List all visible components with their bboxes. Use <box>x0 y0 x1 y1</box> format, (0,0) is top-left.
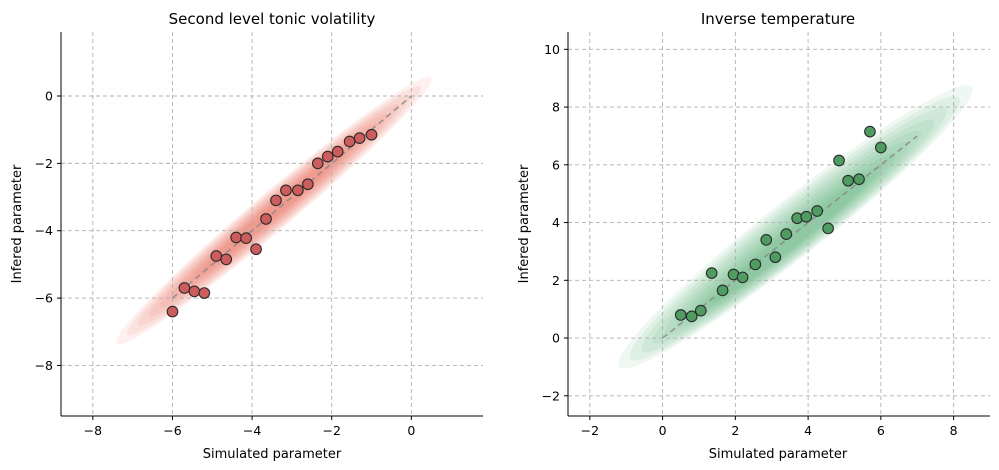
data-point <box>674 309 687 321</box>
data-point <box>166 305 179 318</box>
data-point <box>780 228 793 240</box>
density-contour <box>192 141 356 280</box>
data-point <box>311 157 324 170</box>
data-point <box>343 135 356 148</box>
y-tick-label: −6 <box>35 291 53 306</box>
x-axis-title: Simulated parameter <box>709 447 848 462</box>
x-tick-label: −6 <box>163 423 181 438</box>
data-point <box>220 253 233 266</box>
x-tick-label: 6 <box>877 423 885 438</box>
y-tick-label: −8 <box>35 358 53 373</box>
data-point <box>280 184 292 197</box>
data-point <box>270 194 282 207</box>
y-tick-label: 2 <box>552 273 560 288</box>
x-tick-label: 4 <box>804 423 812 438</box>
x-tick-label: −2 <box>322 423 340 438</box>
data-point <box>833 154 845 167</box>
data-point <box>842 174 854 187</box>
data-point <box>760 234 773 246</box>
y-tick-label: 6 <box>552 157 560 172</box>
data-point <box>811 205 824 217</box>
y-tick-label: 0 <box>552 331 560 346</box>
data-point <box>875 141 887 154</box>
density-contour <box>127 85 421 336</box>
data-point <box>230 231 243 244</box>
density-contour <box>181 132 367 290</box>
chart-tonic-volatility: Second level tonic volatility Simulated … <box>10 10 483 462</box>
x-tick-label: −8 <box>84 423 102 438</box>
data-point <box>705 267 718 279</box>
data-point <box>365 128 378 141</box>
chart-inverse-temperature: Inverse temperature Simulated parameter … <box>517 10 990 462</box>
x-tick-label: 0 <box>659 423 667 438</box>
chart-title: Second level tonic volatility <box>169 10 376 28</box>
data-point <box>716 284 729 297</box>
data-point <box>864 125 876 138</box>
data-point <box>240 232 252 244</box>
data-point <box>736 271 749 284</box>
density-contour <box>148 104 400 317</box>
data-point <box>260 213 272 225</box>
x-tick-label: 0 <box>407 423 415 438</box>
x-tick-label: 8 <box>950 423 958 438</box>
chart-title: Inverse temperature <box>701 10 855 28</box>
data-point <box>188 285 201 298</box>
y-tick-label: −2 <box>35 156 53 171</box>
y-axis-title: Infered parameter <box>517 164 532 283</box>
data-point <box>178 282 191 294</box>
density-band <box>618 85 973 369</box>
data-point <box>250 243 262 256</box>
data-point <box>198 287 211 299</box>
data-point <box>749 258 762 271</box>
data-point <box>853 173 865 186</box>
y-tick-label: 0 <box>45 89 53 104</box>
density-contour <box>711 175 871 303</box>
data-point <box>210 250 223 262</box>
data-point <box>800 210 813 223</box>
data-point <box>292 184 304 197</box>
y-tick-label: −4 <box>35 223 53 238</box>
density-contour <box>618 85 973 369</box>
data-point <box>331 145 344 158</box>
data-point <box>822 222 834 235</box>
y-axis-title: Infered parameter <box>10 164 25 283</box>
y-tick-label: 4 <box>552 215 560 230</box>
x-tick-label: 2 <box>731 423 739 438</box>
data-point <box>301 178 314 191</box>
y-tick-label: −2 <box>542 388 560 403</box>
y-tick-label: 8 <box>552 100 560 115</box>
density-contour <box>629 96 960 361</box>
data-point <box>685 310 698 323</box>
data-point <box>321 150 334 163</box>
data-point <box>769 251 782 264</box>
density-contour <box>170 122 378 299</box>
y-tick-label: 10 <box>544 42 560 57</box>
data-point <box>694 304 707 317</box>
data-point <box>353 132 366 144</box>
x-axis-title: Simulated parameter <box>203 447 342 462</box>
x-tick-label: −2 <box>581 423 599 438</box>
x-tick-label: −4 <box>243 423 261 438</box>
density-band <box>116 76 432 345</box>
